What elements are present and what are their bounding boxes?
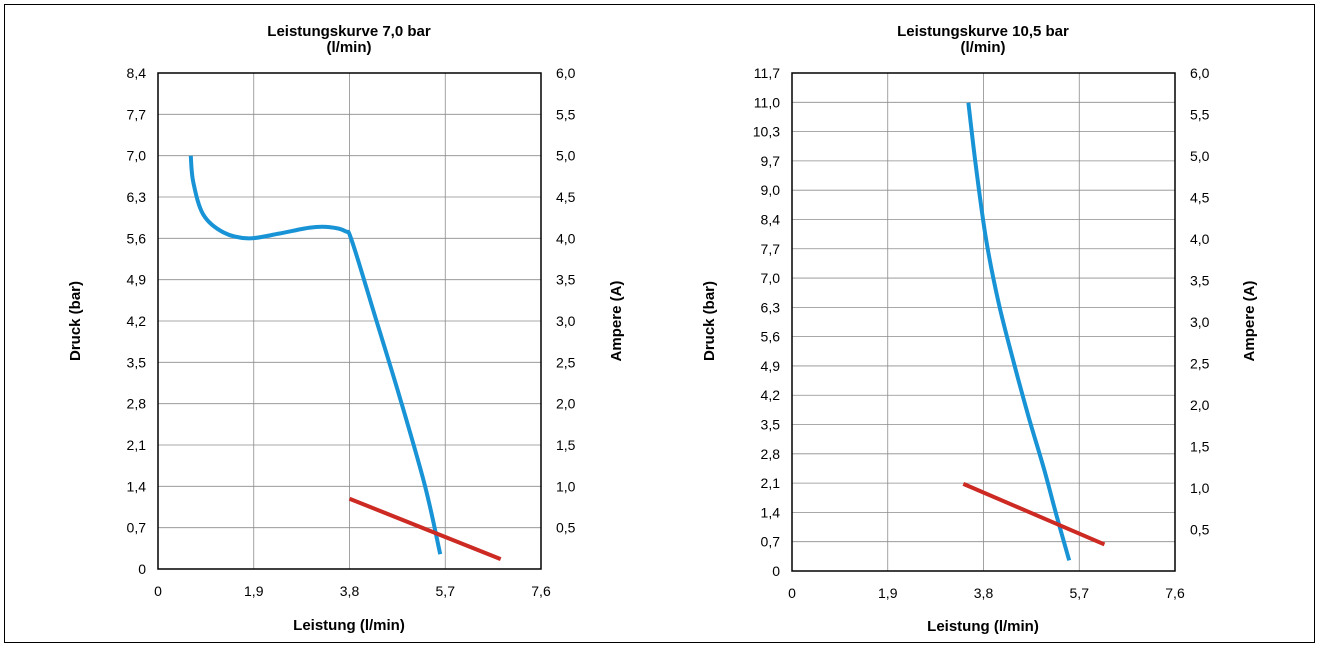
pressure-series-line <box>966 102 1072 561</box>
y-tick-label: 6,3 <box>127 189 147 205</box>
y-tick-label: 4,9 <box>761 358 781 374</box>
x-tick-label: 0 <box>788 585 796 601</box>
y-tick-label: 0 <box>138 561 146 577</box>
x-tick-label: 1,9 <box>244 583 264 599</box>
y2-tick-label: 2,5 <box>1190 356 1210 372</box>
y2-tick-label: 5,0 <box>1190 148 1210 164</box>
y2-tick-label: 2,0 <box>556 396 576 412</box>
y-tick-label: 9,0 <box>761 182 781 198</box>
y2-tick-label: 6,0 <box>556 65 576 81</box>
chart-2: Leistungskurve 10,5 bar(l/min) 0 0,7 1,4 2,1… <box>701 23 1258 635</box>
y2-tick-label: 3,5 <box>556 272 576 288</box>
y-tick-label: 6,3 <box>761 299 781 315</box>
figure-frame <box>4 4 1315 643</box>
y2-tick-label: 4,0 <box>1190 231 1210 247</box>
y2-tick-label: 5,5 <box>1190 107 1210 123</box>
y2-tick-label: 4,0 <box>556 230 576 246</box>
y-tick-label: 11,7 <box>754 65 780 81</box>
y-tick-label: 0,7 <box>761 534 781 550</box>
y2-tick-label: 1,5 <box>556 437 576 453</box>
y-tick-label: 4,2 <box>127 313 147 329</box>
y2-axis-label: Ampere (A) <box>608 281 625 362</box>
x-tick-label: 3,8 <box>340 583 360 599</box>
x-tick-label: 5,7 <box>436 583 456 599</box>
x-tick-label: 7,6 <box>1165 585 1185 601</box>
x-tick-label: 5,7 <box>1070 585 1090 601</box>
y-tick-label: 3,5 <box>761 417 781 433</box>
plot-border <box>791 72 1176 572</box>
y2-tick-label: 2,5 <box>556 354 576 370</box>
y2-tick-label: 4,5 <box>1190 190 1210 206</box>
y2-tick-label: 3,0 <box>556 313 576 329</box>
y2-tick-label: 5,5 <box>556 106 576 122</box>
x-tick-label: 0 <box>154 583 162 599</box>
plot-border <box>157 72 542 570</box>
x-axis-label: Leistung (l/min) <box>927 618 1039 635</box>
chart-title: Leistungskurve 10,5 bar <box>897 23 1069 40</box>
y-tick-label: 5,6 <box>127 230 147 246</box>
y-tick-label: 8,4 <box>127 65 147 81</box>
y2-tick-label: 2,0 <box>1190 397 1210 413</box>
y2-tick-label: 1,0 <box>1190 480 1210 496</box>
y-tick-label: 10,3 <box>753 124 780 140</box>
y-tick-label: 4,9 <box>127 272 147 288</box>
y2-tick-label: 0,5 <box>1190 522 1210 538</box>
y-tick-label: 9,7 <box>761 153 781 169</box>
y-tick-label: 8,4 <box>761 211 781 227</box>
y-tick-label: 1,4 <box>761 504 781 520</box>
y-tick-label: 2,1 <box>127 437 147 453</box>
y-tick-label: 7,7 <box>127 106 147 122</box>
y2-tick-label: 1,5 <box>1190 439 1210 455</box>
chart-1: Leistungskurve 7,0 bar(l/min) 0 0,7 1,4 2,1 2… <box>67 23 625 634</box>
y-tick-label: 4,2 <box>761 387 781 403</box>
y2-tick-label: 3,5 <box>1190 273 1210 289</box>
y-tick-label: 11,0 <box>754 94 780 110</box>
y-tick-label: 0,7 <box>127 520 147 536</box>
y2-tick-label: 3,0 <box>1190 314 1210 330</box>
chart-title: Leistungskurve 7,0 bar <box>267 23 431 40</box>
y-tick-label: 7,0 <box>127 148 147 164</box>
y2-tick-label: 4,5 <box>556 189 576 205</box>
chart-subtitle: (l/min) <box>961 39 1006 56</box>
y2-tick-label: 6,0 <box>1190 65 1210 81</box>
y-tick-label: 5,6 <box>761 329 781 345</box>
y2-tick-label: 1,0 <box>556 478 576 494</box>
y-tick-label: 2,8 <box>127 396 147 412</box>
current-series-line <box>962 482 1106 547</box>
x-tick-label: 1,9 <box>878 585 898 601</box>
y-axis-label: Druck (bar) <box>67 281 84 361</box>
chart-subtitle: (l/min) <box>327 39 372 56</box>
y-tick-label: 1,4 <box>127 478 147 494</box>
x-tick-label: 7,6 <box>531 583 551 599</box>
y-tick-label: 2,8 <box>761 446 781 462</box>
y-tick-label: 7,0 <box>761 270 781 286</box>
y-tick-label: 0 <box>772 563 780 579</box>
y2-tick-label: 0,5 <box>556 520 576 536</box>
y-axis-label: Druck (bar) <box>701 281 718 361</box>
y2-axis-label: Ampere (A) <box>1241 281 1258 362</box>
current-series-line <box>348 496 502 561</box>
pressure-series-line <box>188 155 443 555</box>
y2-tick-label: 5,0 <box>556 148 576 164</box>
x-axis-label: Leistung (l/min) <box>293 617 405 634</box>
y-tick-label: 3,5 <box>127 354 147 370</box>
y-tick-label: 2,1 <box>761 475 781 491</box>
y-tick-label: 7,7 <box>761 241 781 257</box>
x-tick-label: 3,8 <box>974 585 994 601</box>
